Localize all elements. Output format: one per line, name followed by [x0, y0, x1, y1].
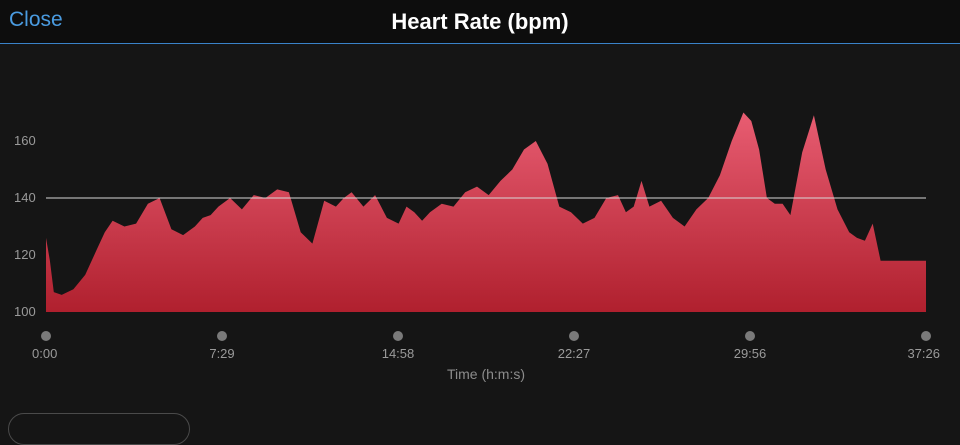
- x-tick-dot: [41, 331, 51, 341]
- x-axis-title: Time (h:m:s): [447, 366, 525, 382]
- x-tick-label: 29:56: [734, 346, 767, 361]
- top-bar: Close Heart Rate (bpm): [0, 0, 960, 44]
- x-tick-label: 22:27: [558, 346, 591, 361]
- x-tick-label: 7:29: [209, 346, 234, 361]
- y-tick-label: 120: [14, 247, 36, 262]
- x-tick-dot: [217, 331, 227, 341]
- heart-rate-chart: 100 120 140 160 0:00 7:29 14:58 22:27 29:56 37:2…: [14, 112, 940, 382]
- close-button[interactable]: Close: [9, 8, 63, 31]
- x-tick-dot: [745, 331, 755, 341]
- x-tick-dot: [393, 331, 403, 341]
- heart-rate-area: [46, 112, 926, 312]
- x-tick-label: 37:26: [907, 346, 940, 361]
- x-tick-label: 0:00: [32, 346, 57, 361]
- x-tick-dot: [569, 331, 579, 341]
- y-tick-label: 140: [14, 190, 36, 205]
- x-tick-dot: [921, 331, 931, 341]
- page-title: Heart Rate (bpm): [391, 9, 569, 34]
- y-tick-label: 100: [14, 304, 36, 319]
- bottom-control[interactable]: [8, 413, 190, 445]
- y-tick-label: 160: [14, 133, 36, 148]
- x-tick-label: 14:58: [382, 346, 415, 361]
